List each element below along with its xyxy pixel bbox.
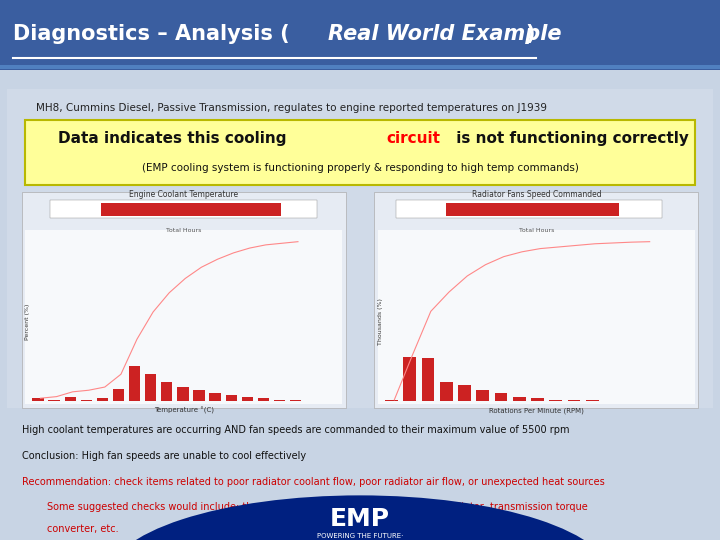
FancyBboxPatch shape: [225, 395, 237, 401]
FancyBboxPatch shape: [440, 382, 453, 401]
Text: (EMP cooling system is functioning properly & responding to high temp commands): (EMP cooling system is functioning prope…: [142, 163, 578, 173]
FancyBboxPatch shape: [495, 394, 508, 401]
FancyBboxPatch shape: [378, 230, 695, 404]
Text: Percent (%): Percent (%): [25, 303, 30, 340]
FancyBboxPatch shape: [101, 203, 281, 217]
FancyBboxPatch shape: [96, 398, 108, 401]
FancyBboxPatch shape: [25, 119, 695, 185]
Text: circuit: circuit: [386, 131, 440, 146]
FancyBboxPatch shape: [403, 357, 416, 401]
Text: Recommendation: check items related to poor radiator coolant flow, poor radiator: Recommendation: check items related to p…: [22, 477, 604, 487]
FancyBboxPatch shape: [161, 382, 172, 401]
Text: Temperature °(C): Temperature °(C): [153, 407, 214, 414]
Text: is not functioning correctly: is not functioning correctly: [451, 131, 688, 146]
FancyBboxPatch shape: [513, 396, 526, 401]
FancyBboxPatch shape: [396, 200, 662, 218]
Ellipse shape: [108, 495, 612, 540]
FancyBboxPatch shape: [22, 192, 346, 408]
FancyBboxPatch shape: [477, 390, 489, 401]
Text: Thousands (%): Thousands (%): [378, 298, 382, 345]
FancyBboxPatch shape: [32, 398, 44, 401]
FancyBboxPatch shape: [113, 389, 124, 401]
FancyBboxPatch shape: [258, 398, 269, 401]
FancyBboxPatch shape: [374, 192, 698, 408]
Text: MH8, Cummins Diesel, Passive Transmission, regulates to engine reported temperat: MH8, Cummins Diesel, Passive Transmissio…: [36, 103, 547, 113]
FancyBboxPatch shape: [422, 358, 434, 401]
Text: Total Hours: Total Hours: [518, 228, 554, 233]
FancyBboxPatch shape: [446, 203, 619, 217]
Text: Data indicates this cooling: Data indicates this cooling: [58, 131, 292, 146]
FancyBboxPatch shape: [129, 366, 140, 401]
FancyBboxPatch shape: [290, 400, 301, 401]
Text: Conclusion: High fan speeds are unable to cool effectively: Conclusion: High fan speeds are unable t…: [22, 451, 306, 461]
FancyBboxPatch shape: [274, 400, 285, 401]
FancyBboxPatch shape: [194, 390, 204, 401]
Text: POWERING THE FUTURE·: POWERING THE FUTURE·: [317, 533, 403, 539]
Text: Engine Coolant Temperature: Engine Coolant Temperature: [129, 190, 238, 199]
FancyBboxPatch shape: [50, 200, 317, 218]
FancyBboxPatch shape: [549, 400, 562, 401]
Text: Radiator Fans Speed Commanded: Radiator Fans Speed Commanded: [472, 190, 601, 199]
FancyBboxPatch shape: [145, 374, 156, 401]
FancyBboxPatch shape: [458, 386, 471, 401]
Text: Total Hours: Total Hours: [166, 228, 202, 233]
Text: ): ): [526, 24, 535, 44]
Text: Some suggested checks would include: thermostat, coolant pump, coolant level, ra: Some suggested checks would include: the…: [22, 502, 588, 512]
FancyBboxPatch shape: [210, 394, 221, 401]
FancyBboxPatch shape: [567, 400, 580, 401]
FancyBboxPatch shape: [242, 396, 253, 401]
FancyBboxPatch shape: [48, 400, 60, 401]
FancyBboxPatch shape: [0, 0, 720, 70]
FancyBboxPatch shape: [25, 230, 342, 404]
FancyBboxPatch shape: [81, 400, 92, 401]
FancyBboxPatch shape: [177, 387, 189, 401]
FancyBboxPatch shape: [7, 89, 713, 408]
FancyBboxPatch shape: [0, 65, 720, 69]
Text: converter, etc.: converter, etc.: [22, 524, 118, 534]
FancyBboxPatch shape: [531, 398, 544, 401]
FancyBboxPatch shape: [586, 400, 598, 401]
Text: EMP: EMP: [330, 507, 390, 531]
Text: High coolant temperatures are occurring AND fan speeds are commanded to their ma: High coolant temperatures are occurring …: [22, 425, 569, 435]
FancyBboxPatch shape: [0, 70, 720, 540]
Text: Real World Example: Real World Example: [328, 24, 561, 44]
FancyBboxPatch shape: [385, 400, 398, 401]
Text: Diagnostics – Analysis (: Diagnostics – Analysis (: [13, 24, 289, 44]
Text: Rotations Per Minute (RPM): Rotations Per Minute (RPM): [489, 407, 584, 414]
FancyBboxPatch shape: [65, 396, 76, 401]
